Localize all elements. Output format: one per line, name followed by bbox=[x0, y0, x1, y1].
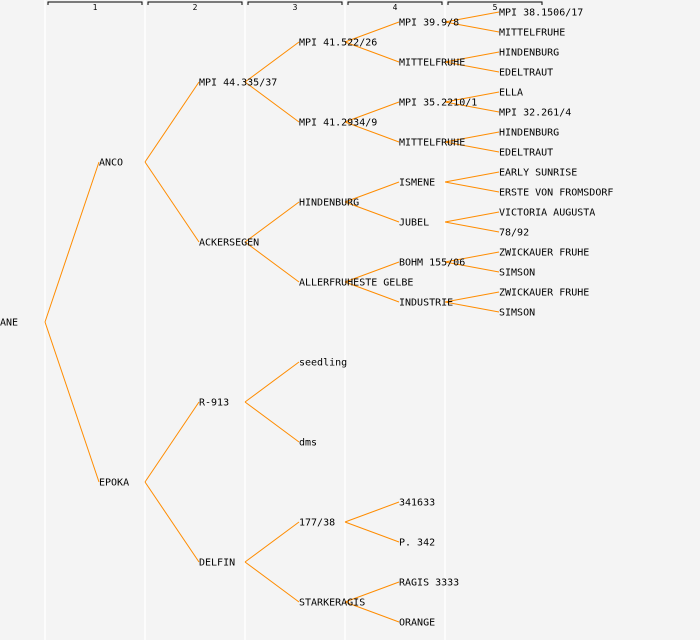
pedigree-node-label: ERSTE VON FROMSDORF bbox=[499, 188, 613, 199]
pedigree-link bbox=[344, 521, 400, 543]
pedigree-node-label: MPI 32.261/4 bbox=[499, 108, 571, 119]
pedigree-node-label: P. 342 bbox=[399, 538, 435, 549]
pedigree-link bbox=[344, 201, 400, 223]
pedigree-node-label: ALLERFRUHESTE GELBE bbox=[299, 278, 413, 289]
pedigree-node-label: 78/92 bbox=[499, 228, 529, 239]
pedigree-node-label: seedling bbox=[299, 358, 347, 369]
column-header-bracket bbox=[247, 1, 343, 5]
pedigree-link bbox=[244, 81, 300, 123]
pedigree-node-label: EPOKA bbox=[99, 478, 129, 489]
pedigree-link bbox=[344, 121, 400, 143]
pedigree-node-label: MPI 38.1506/17 bbox=[499, 8, 583, 19]
pedigree-link bbox=[444, 171, 500, 183]
pedigree-node-label: MPI 35.2210/1 bbox=[399, 98, 477, 109]
pedigree-node-label: MPI 39.9/8 bbox=[399, 18, 459, 29]
pedigree-node-label: INDUSTRIE bbox=[399, 298, 453, 309]
pedigree-link bbox=[344, 41, 400, 63]
pedigree-link bbox=[444, 301, 500, 313]
pedigree-link bbox=[444, 51, 500, 63]
pedigree-node-label: ZWICKAUER FRUHE bbox=[499, 248, 589, 259]
pedigree-node-label: ANE bbox=[0, 318, 18, 329]
pedigree-node-label: EARLY SUNRISE bbox=[499, 168, 577, 179]
pedigree-node-label: R-913 bbox=[199, 398, 229, 409]
pedigree-link bbox=[244, 201, 300, 243]
pedigree-link bbox=[244, 41, 300, 83]
pedigree-node-label: RAGIS 3333 bbox=[399, 578, 459, 589]
pedigree-node-label: MITTELFRUHE bbox=[399, 138, 465, 149]
pedigree-link bbox=[344, 501, 400, 523]
pedigree-link bbox=[444, 251, 500, 263]
pedigree-link bbox=[444, 181, 500, 193]
pedigree-node-label: JUBEL bbox=[399, 218, 429, 229]
pedigree-link bbox=[444, 221, 500, 233]
pedigree-link bbox=[344, 281, 400, 303]
column-header-label: 4 bbox=[393, 3, 398, 12]
column-header-label: 3 bbox=[293, 3, 298, 12]
pedigree-link bbox=[444, 261, 500, 273]
pedigree-node-label: MPI 41.2934/9 bbox=[299, 118, 377, 129]
pedigree-link bbox=[344, 581, 400, 603]
pedigree-node-label: MITTELFRUHE bbox=[399, 58, 465, 69]
pedigree-link bbox=[444, 101, 500, 113]
pedigree-link bbox=[444, 131, 500, 143]
pedigree-link bbox=[144, 481, 200, 563]
column-header-bracket bbox=[47, 1, 143, 5]
pedigree-node-label: 341633 bbox=[399, 498, 435, 509]
pedigree-link bbox=[344, 601, 400, 623]
column-header-label: 1 bbox=[93, 3, 98, 12]
pedigree-node-label: dms bbox=[299, 438, 317, 449]
pedigree-node-label: ANCO bbox=[99, 158, 123, 169]
pedigree-node-label: SIMSON bbox=[499, 268, 535, 279]
pedigree-link bbox=[244, 561, 300, 603]
pedigree-node-label: ACKERSEGEN bbox=[199, 238, 259, 249]
pedigree-link bbox=[144, 81, 200, 163]
pedigree-link bbox=[244, 401, 300, 443]
pedigree-link bbox=[444, 11, 500, 23]
pedigree-node-label: BOHM 155/06 bbox=[399, 258, 465, 269]
pedigree-link bbox=[444, 141, 500, 153]
pedigree-link bbox=[44, 161, 100, 323]
pedigree-node-label: SIMSON bbox=[499, 308, 535, 319]
pedigree-node-label: HINDENBURG bbox=[499, 48, 559, 59]
pedigree-link bbox=[344, 181, 400, 203]
pedigree-link bbox=[344, 21, 400, 43]
pedigree-node-label: ORANGE bbox=[399, 618, 435, 629]
pedigree-link bbox=[444, 61, 500, 73]
column-header-bracket bbox=[447, 1, 543, 5]
pedigree-link bbox=[44, 321, 100, 483]
pedigree-node-label: EDELTRAUT bbox=[499, 148, 553, 159]
pedigree-node-label: DELFIN bbox=[199, 558, 235, 569]
pedigree-node-label: ISMENE bbox=[399, 178, 435, 189]
column-header-bracket bbox=[347, 1, 443, 5]
pedigree-link bbox=[444, 91, 500, 103]
pedigree-link bbox=[244, 241, 300, 283]
column-header-label: 5 bbox=[493, 3, 498, 12]
pedigree-node-label: HINDENBURG bbox=[299, 198, 359, 209]
pedigree-node-label: ZWICKAUER FRUHE bbox=[499, 288, 589, 299]
pedigree-node-label: MITTELFRUHE bbox=[499, 28, 565, 39]
pedigree-node-label: EDELTRAUT bbox=[499, 68, 553, 79]
pedigree-node-label: HINDENBURG bbox=[499, 128, 559, 139]
pedigree-link bbox=[444, 211, 500, 223]
pedigree-link bbox=[244, 361, 300, 403]
pedigree-link bbox=[344, 101, 400, 123]
pedigree-node-label: STARKERAGIS bbox=[299, 598, 365, 609]
column-header-label: 2 bbox=[193, 3, 198, 12]
pedigree-node-label: ELLA bbox=[499, 88, 523, 99]
pedigree-link bbox=[444, 21, 500, 33]
pedigree-node-label: MPI 44.335/37 bbox=[199, 78, 277, 89]
pedigree-link bbox=[144, 161, 200, 243]
pedigree-node-label: VICTORIA AUGUSTA bbox=[499, 208, 595, 219]
pedigree-link bbox=[444, 291, 500, 303]
pedigree-link bbox=[144, 401, 200, 483]
pedigree-link bbox=[344, 261, 400, 283]
pedigree-node-label: 177/38 bbox=[299, 518, 335, 529]
pedigree-node-label: MPI 41.522/26 bbox=[299, 38, 377, 49]
column-header-bracket bbox=[147, 1, 243, 5]
pedigree-link bbox=[244, 521, 300, 563]
